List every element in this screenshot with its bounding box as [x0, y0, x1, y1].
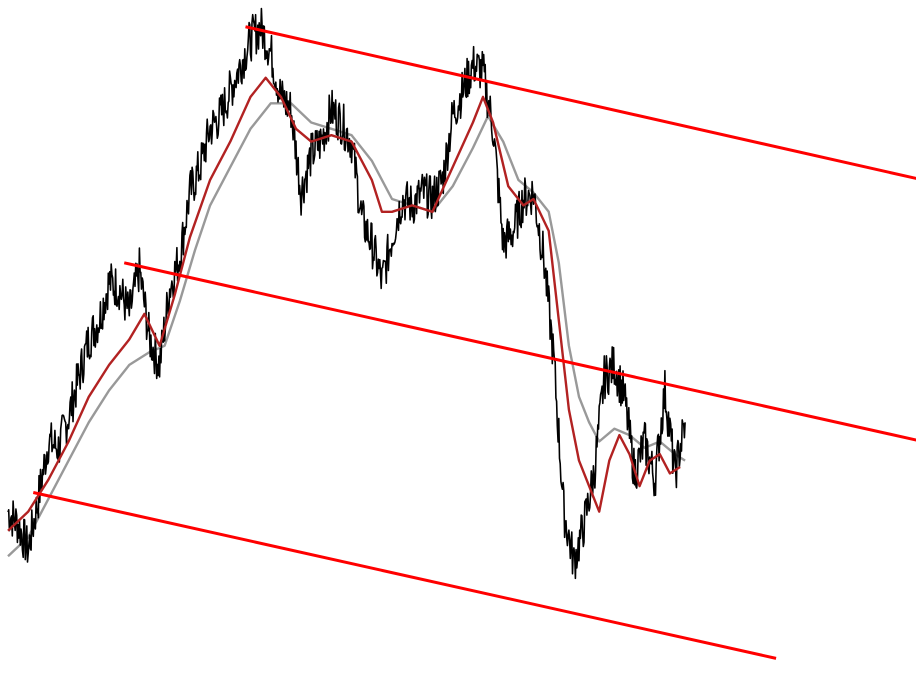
moving-average-fast-line	[7, 76, 681, 532]
trend-lines-layer	[32, 25, 916, 660]
price-line	[7, 7, 686, 580]
channel-lower-line	[32, 491, 777, 660]
series-layer	[7, 7, 686, 580]
channel-upper-line	[245, 25, 916, 180]
channel-middle-line	[123, 261, 916, 442]
moving-average-slow-line	[7, 102, 686, 558]
